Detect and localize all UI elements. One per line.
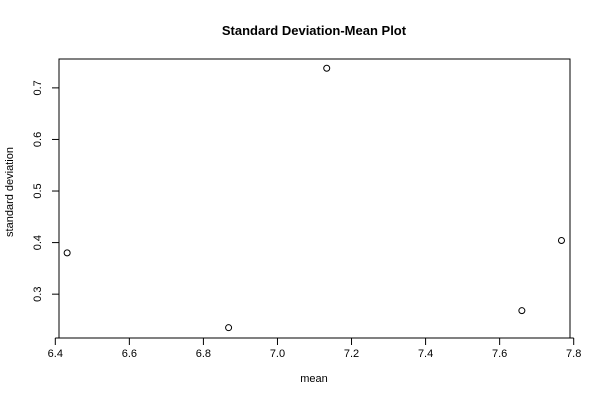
data-point: [557, 237, 565, 245]
y-tick-label: 0.4: [32, 235, 44, 250]
x-tick-label: 7.6: [492, 348, 507, 360]
data-point: [323, 64, 331, 72]
y-tick-label: 0.5: [32, 183, 44, 198]
x-tick-label: 6.6: [122, 348, 137, 360]
x-axis: 6.4 6.6 6.8 7.0 7.2 7.4 7.6 7.8: [48, 337, 581, 360]
y-axis: 0.3 0.4 0.5 0.6 0.7: [32, 80, 60, 302]
x-tick-label: 6.4: [48, 348, 63, 360]
y-axis-label: standard deviation: [4, 147, 16, 237]
y-tick-label: 0.3: [32, 287, 44, 302]
plot-frame: [58, 58, 571, 339]
data-points: [63, 64, 565, 332]
x-tick-label: 7.4: [418, 348, 433, 360]
x-tick-label: 6.8: [196, 348, 211, 360]
x-tick-label: 7.0: [270, 348, 285, 360]
x-tick-label: 7.2: [344, 348, 359, 360]
x-tick-label: 7.8: [566, 348, 581, 360]
data-point: [518, 307, 526, 315]
y-tick-label: 0.7: [32, 80, 44, 95]
data-point: [63, 249, 71, 257]
data-point: [225, 324, 233, 332]
chart-title: Standard Deviation-Mean Plot: [222, 23, 407, 38]
x-axis-label: mean: [300, 373, 328, 385]
y-tick-label: 0.6: [32, 132, 44, 147]
